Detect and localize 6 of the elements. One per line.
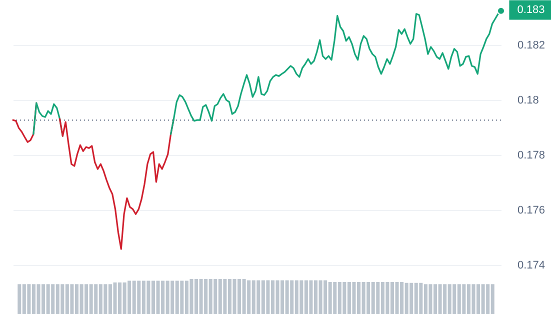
text: 0.183: [517, 4, 545, 16]
y-tick-label: 0.18: [518, 94, 539, 106]
y-tick-label: 0.174: [518, 260, 546, 272]
y-tick-label: 0.178: [518, 150, 546, 162]
y-tick-label: 0.176: [518, 204, 546, 216]
y-tick-label: 0.182: [518, 40, 546, 52]
